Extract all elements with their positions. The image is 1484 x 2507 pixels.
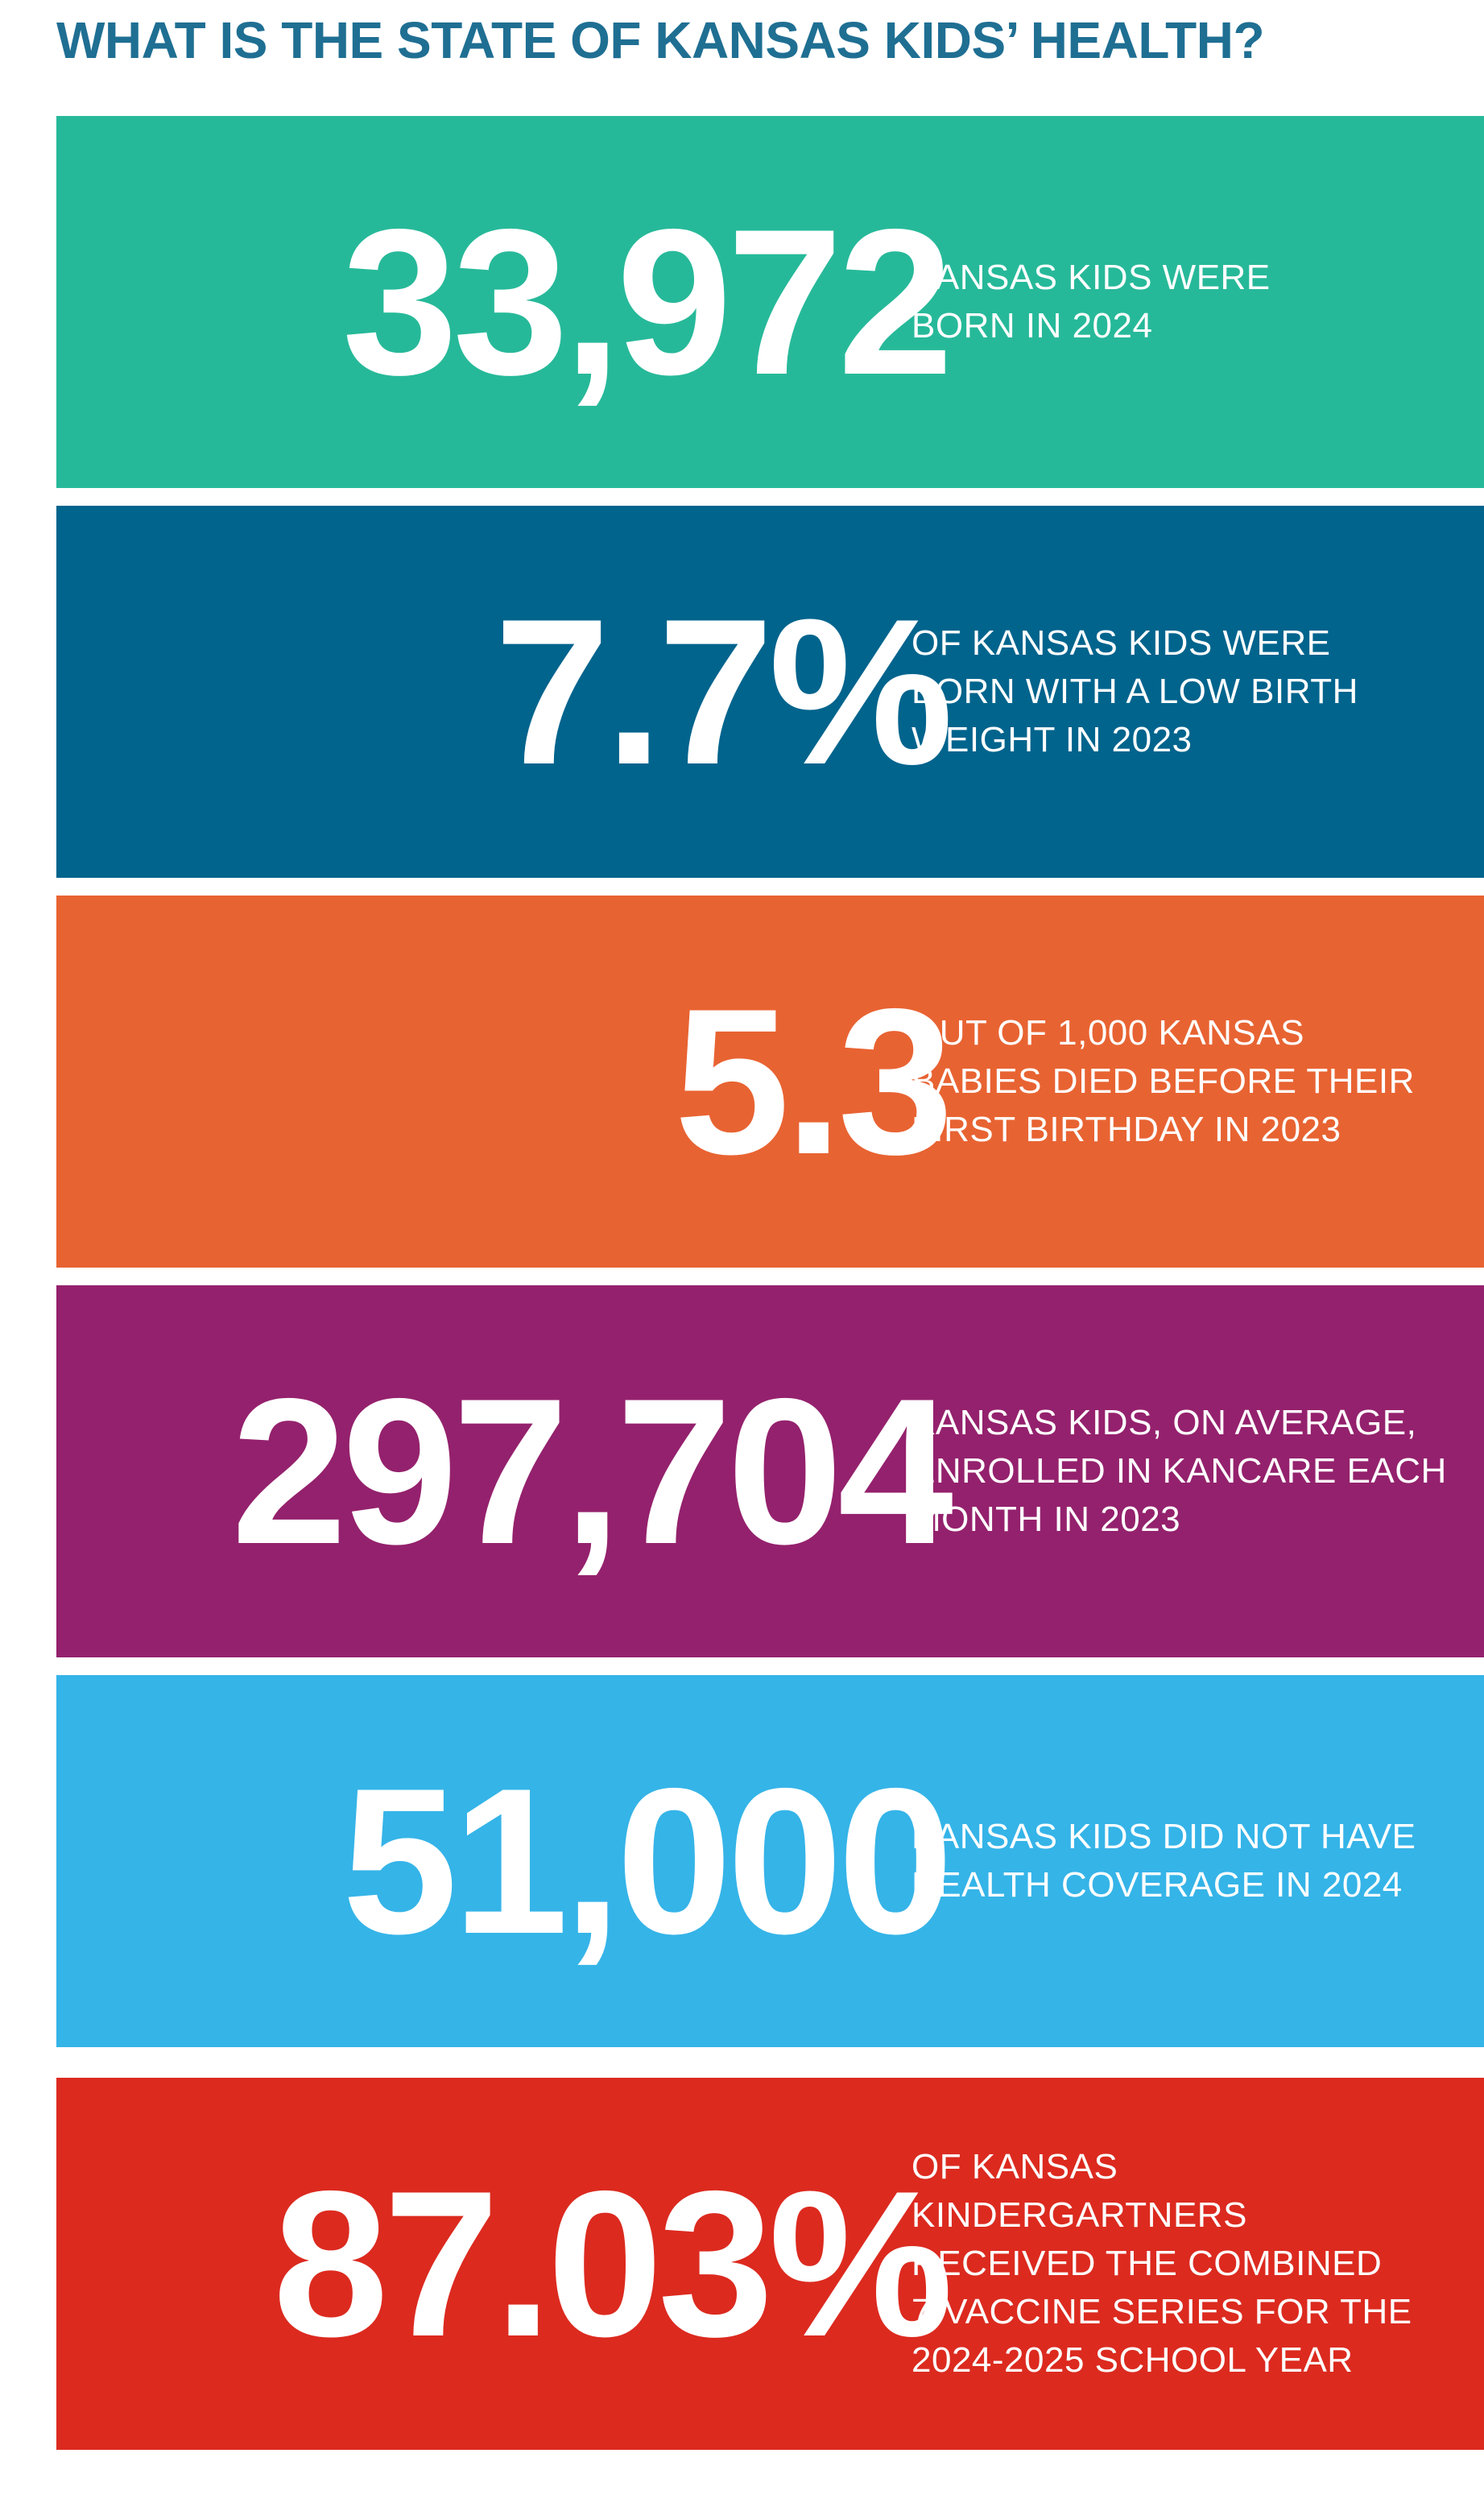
stat-value-kancare-enrollment: 297,704 xyxy=(231,1355,953,1587)
stat-value-infant-mortality: 5.3 xyxy=(674,965,953,1198)
stat-panel-kancare-enrollment: 297,704 KANSAS KIDS, ON AVERAGE, ENROLLE… xyxy=(56,1285,1484,1657)
stat-panel-low-birth-weight: 7.7% OF KANSAS KIDS WERE BORN WITH A LOW… xyxy=(56,506,1484,878)
stat-value-births: 33,972 xyxy=(341,185,953,418)
stat-description-kancare-enrollment: KANSAS KIDS, ON AVERAGE, ENROLLED IN KAN… xyxy=(911,1403,1447,1539)
stat-value-uninsured: 51,000 xyxy=(341,1744,953,1977)
stat-description-infant-mortality: OUT OF 1,000 KANSAS BABIES DIED BEFORE T… xyxy=(911,1013,1415,1149)
stat-panel-vaccination: 87.03% OF KANSAS KINDERGARTNERS RECEIVED… xyxy=(56,2078,1484,2450)
stat-description-births: KANSAS KIDS WERE BORN IN 2024 xyxy=(911,258,1271,345)
stat-panel-births: 33,972 KANSAS KIDS WERE BORN IN 2024 xyxy=(56,116,1484,488)
stat-value-low-birth-weight: 7.7% xyxy=(494,575,953,808)
page-title: WHAT IS THE STATE OF KANSAS KIDS’ HEALTH… xyxy=(56,11,1265,69)
stat-description-vaccination: OF KANSAS KINDERGARTNERS RECEIVED THE CO… xyxy=(911,2147,1412,2380)
stat-description-uninsured: KANSAS KIDS DID NOT HAVE HEALTH COVERAGE… xyxy=(911,1817,1416,1905)
stat-value-vaccination: 87.03% xyxy=(272,2147,953,2380)
stat-description-low-birth-weight: OF KANSAS KIDS WERE BORN WITH A LOW BIRT… xyxy=(911,623,1358,759)
stat-panel-infant-mortality: 5.3 OUT OF 1,000 KANSAS BABIES DIED BEFO… xyxy=(56,896,1484,1268)
stat-panel-uninsured: 51,000 KANSAS KIDS DID NOT HAVE HEALTH C… xyxy=(56,1675,1484,2047)
